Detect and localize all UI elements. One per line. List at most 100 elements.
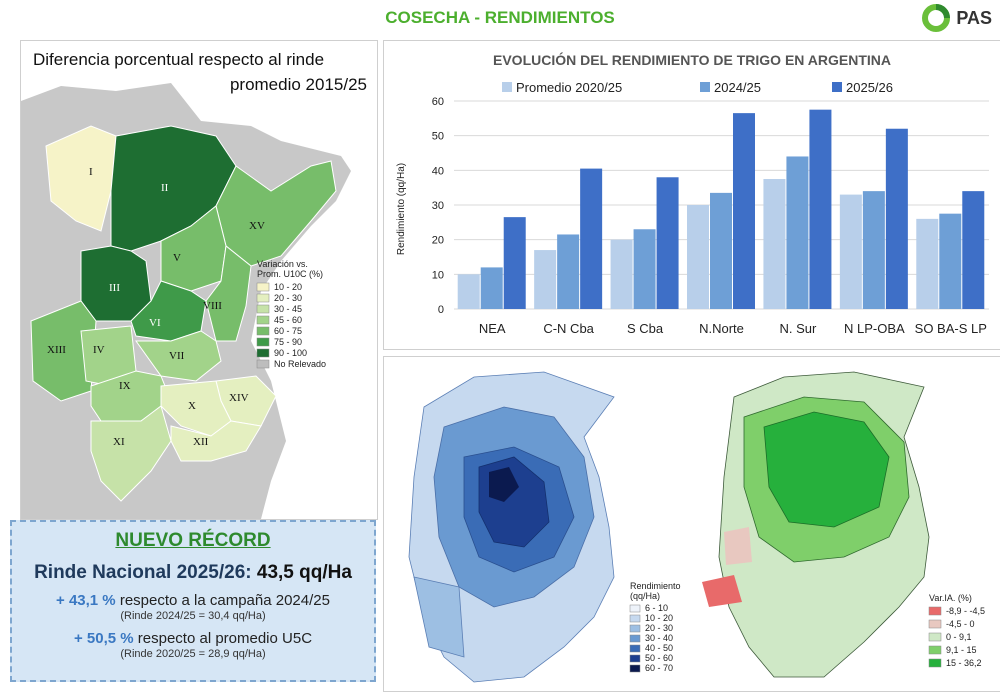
green-legend-swatch	[928, 619, 942, 629]
variation-map-region-negative	[702, 575, 742, 607]
chart-legend-swatch	[832, 82, 842, 92]
logo-text: PAS	[956, 7, 992, 28]
chart-bar	[885, 128, 908, 309]
yield-bar-chart: EVOLUCIÓN DEL RENDIMIENTO DE TRIGO EN AR…	[396, 51, 989, 336]
left-legend-label: 20 - 30	[274, 293, 302, 303]
chart-bar	[839, 194, 862, 309]
blue-legend-label: 50 - 60	[645, 653, 673, 663]
blue-legend-label: 40 - 50	[645, 643, 673, 653]
zone-label-XI: XI	[113, 436, 125, 448]
zone-label-XIV: XIV	[229, 392, 249, 404]
chart-ylabel: Rendimiento (qq/Ha)	[396, 163, 407, 255]
yield-map-region-south	[413, 576, 465, 658]
chart-ytick-label: 60	[432, 96, 444, 108]
left-legend-swatch	[256, 337, 270, 347]
chart-bar	[809, 109, 832, 310]
chart-bar	[503, 217, 526, 309]
record-line-1-pct: + 43,1 %	[56, 592, 116, 609]
chart-bar	[916, 218, 939, 309]
chart-xtick-label: N.Norte	[699, 321, 744, 336]
blue-legend-swatch	[629, 634, 641, 643]
chart-legend-label: Promedio 2020/25	[516, 80, 622, 95]
chart-bar	[480, 267, 503, 309]
chart-bar	[580, 168, 603, 309]
chart-bar	[939, 213, 962, 309]
blue-legend-label: 60 - 70	[645, 663, 673, 673]
chart-ytick-label: 50	[432, 131, 444, 143]
chart-bar	[687, 205, 709, 309]
record-line-1: + 43,1 % respecto a la campaña 2024/25	[12, 592, 374, 609]
record-box: NUEVO RÉCORD Rinde Nacional 2025/26: 43,…	[10, 520, 376, 682]
zone-VII	[135, 330, 222, 382]
green-legend-swatch	[928, 658, 942, 668]
blue-legend-swatch	[629, 624, 641, 633]
green-legend-label: 9,1 - 15	[946, 645, 977, 655]
record-line-1-text: respecto a la campaña 2024/25	[115, 592, 330, 609]
chart-ytick-label: 30	[432, 200, 444, 212]
chart-legend-label: 2024/25	[714, 80, 761, 95]
record-main: Rinde Nacional 2025/26: 43,5 qq/Ha	[12, 562, 374, 584]
zone-label-IV: IV	[93, 344, 105, 356]
green-legend-label: 0 - 9,1	[946, 632, 972, 642]
chart-ytick-label: 40	[432, 165, 444, 177]
left-map-title-line1: Diferencia porcentual respecto al rinde	[33, 50, 325, 69]
zone-VI	[130, 280, 207, 342]
chart-xtick-label: C-N Cba	[543, 321, 594, 336]
left-legend-label: 30 - 45	[274, 304, 302, 314]
variation-map: Var.IA. (%) -8,9 - -4,5 -4,5 - 0 0 - 9,1 9,…	[702, 371, 985, 678]
chart-bar	[457, 274, 480, 309]
chart-ytick-label: 0	[438, 304, 444, 316]
green-legend-label: -4,5 - 0	[946, 619, 975, 629]
zone-label-XIII: XIII	[47, 344, 66, 356]
green-legend-swatch	[928, 606, 942, 616]
zone-label-III: III	[109, 282, 120, 294]
chart-bar	[633, 229, 656, 309]
record-line-2: + 50,5 % respecto al promedio U5C	[12, 630, 374, 647]
record-main-value: 43,5 qq/Ha	[256, 562, 352, 583]
left-map-title: Diferencia porcentual respecto al rinde …	[33, 47, 367, 97]
zone-XI	[90, 405, 172, 502]
left-legend-swatch	[256, 315, 270, 325]
left-legend-label: 75 - 90	[274, 337, 302, 347]
zone-label-X: X	[188, 400, 196, 412]
zone-label-IX: IX	[119, 380, 131, 392]
left-legend-title-2: Prom. U10C (%)	[257, 269, 323, 279]
left-legend-swatch	[256, 326, 270, 336]
left-legend-label: 45 - 60	[274, 315, 302, 325]
page-title: COSECHA - RENDIMIENTOS	[385, 8, 615, 27]
brand-logo: PAS	[920, 2, 992, 34]
zone-label-XV: XV	[249, 220, 265, 232]
blue-legend-label: 6 - 10	[645, 603, 668, 613]
left-legend-swatch	[256, 282, 270, 292]
green-legend-swatch	[928, 645, 942, 655]
zone-label-VII: VII	[169, 350, 185, 362]
record-line-2-pct: + 50,5 %	[73, 630, 134, 647]
left-legend-swatch	[256, 304, 270, 314]
maps-panel: Rendimiento (qq/Ha) 6 - 10 10 - 20 20 - 30…	[383, 356, 1000, 692]
green-legend-title: Var.IA. (%)	[929, 593, 972, 603]
zone-label-V: V	[173, 252, 181, 264]
zones-map: I II III IV V VI VII VIII IX X XI XII XI…	[21, 83, 351, 519]
chart-bar	[557, 234, 580, 309]
chart-bar	[786, 156, 809, 309]
chart-bar	[763, 179, 786, 309]
zone-label-II: II	[161, 182, 169, 194]
blue-legend-swatch	[629, 614, 641, 623]
chart-legend-swatch	[700, 82, 710, 92]
left-legend-title-1: Variación vs.	[257, 259, 308, 269]
blue-legend-title-2: (qq/Ha)	[630, 591, 660, 601]
chart-bar	[534, 250, 557, 309]
chart-bar	[962, 191, 985, 309]
chart-xtick-label: N. Sur	[780, 321, 818, 336]
chart-ytick-label: 10	[432, 269, 444, 281]
record-line-1-sub: (Rinde 2024/25 = 30,4 qq/Ha)	[120, 610, 266, 622]
chart-ytick-label: 20	[432, 235, 444, 247]
zone-label-VI: VI	[149, 317, 161, 329]
left-legend-swatch	[256, 348, 270, 358]
chart-xtick-label: SO BA-S LP	[915, 321, 987, 336]
left-legend-swatch	[256, 293, 270, 303]
zone-label-VIII: VIII	[203, 300, 222, 312]
zone-I	[45, 125, 117, 232]
